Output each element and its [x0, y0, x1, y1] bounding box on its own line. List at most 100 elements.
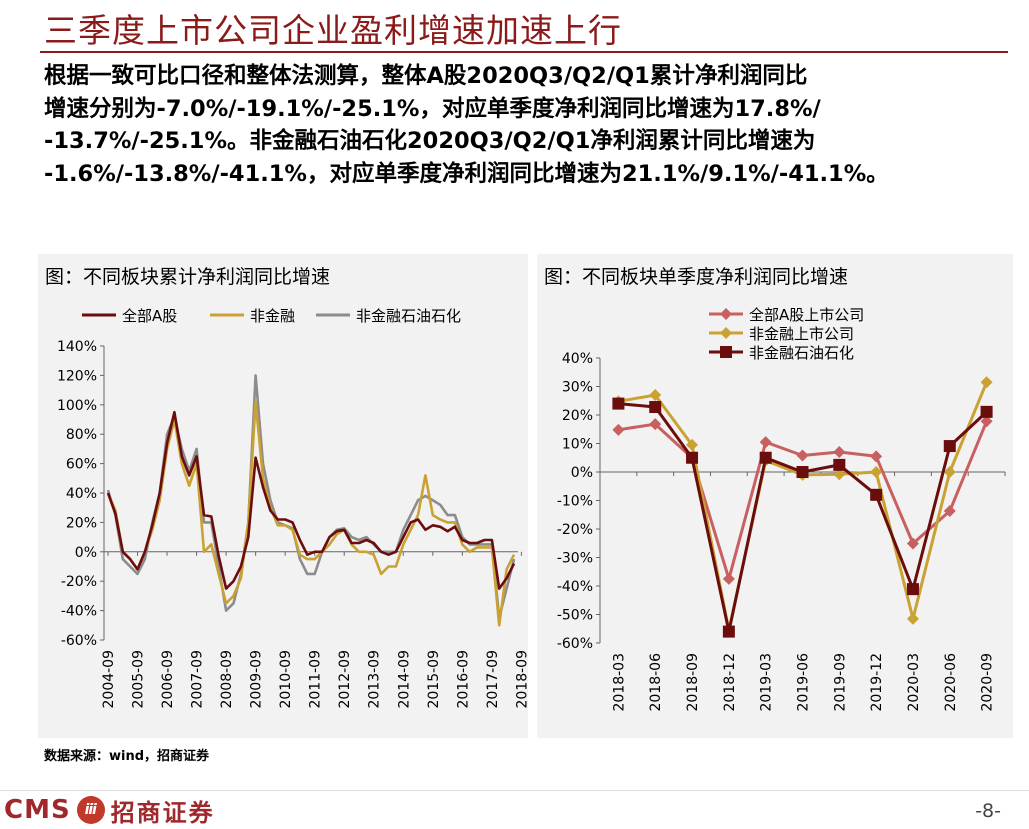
series-line [618, 381, 988, 632]
y-tick-label: -20% [61, 574, 97, 590]
page-title: 三季度上市公司企业盈利增速加速上行 [44, 11, 622, 50]
x-tick-label: 2019-06 [796, 653, 812, 712]
y-tick-label: 60% [66, 457, 97, 473]
logo-emblem-icon: ⅲ [76, 796, 105, 824]
summary-line: -1.6%/-13.8%/-41.1%，对应单季度净利润同比增速为21.1%/9… [44, 160, 889, 187]
data-point [759, 436, 772, 449]
y-tick-label: -60% [61, 633, 97, 649]
x-tick-label: 2020-06 [943, 653, 959, 712]
data-point [906, 583, 919, 596]
data-point [833, 468, 846, 481]
x-tick-label: 2018-06 [648, 653, 664, 712]
data-point [649, 401, 662, 414]
x-tick-label: 2013-09 [367, 650, 383, 709]
x-tick-label: 2018-12 [722, 653, 738, 712]
left-chart: -60% -40% -20% 0% 20% 40% 60% 80% 100% 120% 140% 20… [57, 307, 528, 709]
legend-label: 非金融石油石化 [356, 307, 461, 325]
data-point [943, 440, 956, 453]
data-point [943, 505, 956, 518]
data-point [649, 389, 662, 402]
summary-text: 根据一致可比口径和整体法测算，整体A股2020Q3/Q2/Q1累计净利润同比 增… [44, 60, 1004, 190]
x-tick-label: 2009-09 [249, 650, 265, 709]
data-point [906, 612, 919, 625]
page-number: -8- [975, 800, 1001, 822]
y-tick-label: -10% [557, 494, 593, 510]
x-tick-label: 2014-09 [396, 650, 412, 709]
data-point [722, 572, 735, 585]
y-tick-label: -50% [557, 608, 593, 624]
x-tick-label: 2017-09 [485, 650, 501, 709]
legend-label: 全部A股 [122, 307, 177, 325]
y-tick-label: 0% [571, 465, 593, 481]
y-tick-label: -20% [557, 522, 593, 538]
data-source: 数据来源：wind，招商证券 [44, 749, 210, 764]
y-tick-label: 0% [75, 545, 97, 561]
left-chart-title: 图：不同板块累计净利润同比增速 [45, 266, 331, 288]
x-tick-label: 2019-12 [869, 653, 885, 712]
summary-line: -13.7%/-25.1%。非金融石油石化2020Q3/Q2/Q1净利润累计同比… [44, 128, 816, 154]
summary-line: 增速分别为-7.0%/-19.1%/-25.1%，对应单季度净利润同比增速为17… [44, 95, 821, 122]
y-tick-label: 20% [562, 408, 593, 424]
data-point [759, 451, 772, 464]
y-tick-label: -40% [557, 579, 593, 595]
legend-marker [720, 346, 732, 358]
cms-logo: CMS ⅲ 招商证券 [4, 793, 215, 827]
data-point [980, 415, 993, 428]
series-line [618, 402, 988, 634]
legend-label: 非金融石油石化 [749, 344, 854, 362]
x-tick-label: 2018-03 [611, 653, 627, 712]
title-divider [40, 51, 1008, 53]
series-line [106, 410, 516, 590]
data-point [833, 446, 846, 459]
x-tick-label: 2015-09 [426, 650, 442, 709]
x-tick-label: 2006-09 [160, 650, 176, 709]
right-chart-panel: 图：不同板块单季度净利润同比增速 -60% -50% -40% -30% -20% -10… [537, 254, 1013, 738]
data-point [870, 450, 883, 463]
x-tick-label: 2018-09 [514, 650, 528, 709]
y-tick-label: 40% [562, 351, 593, 367]
y-tick-label: 40% [66, 486, 97, 502]
footer-divider [0, 790, 1029, 791]
data-point [612, 423, 625, 436]
data-point [980, 376, 993, 389]
data-point [686, 438, 699, 451]
y-tick-label: 140% [57, 339, 97, 355]
legend-marker [720, 327, 732, 339]
x-tick-label: 2012-09 [337, 650, 353, 709]
data-point [906, 537, 919, 550]
right-chart-title: 图：不同板块单季度净利润同比增速 [544, 266, 849, 288]
legend-label: 非金融上市公司 [749, 325, 854, 343]
data-point [796, 466, 809, 478]
legend-label: 全部A股上市公司 [749, 306, 864, 324]
x-tick-label: 2020-03 [906, 653, 922, 712]
y-tick-label: -40% [61, 604, 97, 620]
x-tick-label: 2007-09 [190, 650, 206, 709]
y-tick-label: 20% [66, 515, 97, 531]
data-point [649, 418, 662, 431]
x-tick-label: 2011-09 [308, 650, 324, 709]
x-tick-label: 2010-09 [278, 650, 294, 709]
summary-line: 根据一致可比口径和整体法测算，整体A股2020Q3/Q2/Q1累计净利润同比 [44, 63, 808, 89]
data-point [870, 488, 883, 501]
x-tick-label: 2020-09 [980, 653, 996, 712]
y-tick-label: 10% [562, 437, 593, 453]
y-tick-label: 30% [562, 380, 593, 396]
data-point [870, 466, 883, 478]
y-tick-label: 80% [66, 427, 97, 443]
series-line [106, 374, 516, 620]
x-tick-label: 2019-03 [759, 653, 775, 712]
data-point [686, 451, 699, 464]
data-point [796, 449, 809, 462]
x-tick-label: 2016-09 [455, 650, 471, 709]
x-tick-label: 2019-09 [832, 653, 848, 712]
x-tick-label: 2008-09 [219, 650, 235, 709]
x-tick-label: 2005-09 [131, 650, 147, 709]
y-tick-label: 100% [57, 398, 97, 414]
x-tick-label: 2018-09 [685, 653, 701, 712]
data-point [722, 625, 735, 638]
series-line [618, 420, 988, 581]
right-chart: -60% -50% -40% -30% -20% -10% 0% 10% 20% 30% 40% 20… [557, 306, 1006, 712]
data-point [943, 466, 956, 478]
logo-text: CMS [4, 795, 71, 825]
y-tick-label: -30% [557, 551, 593, 567]
